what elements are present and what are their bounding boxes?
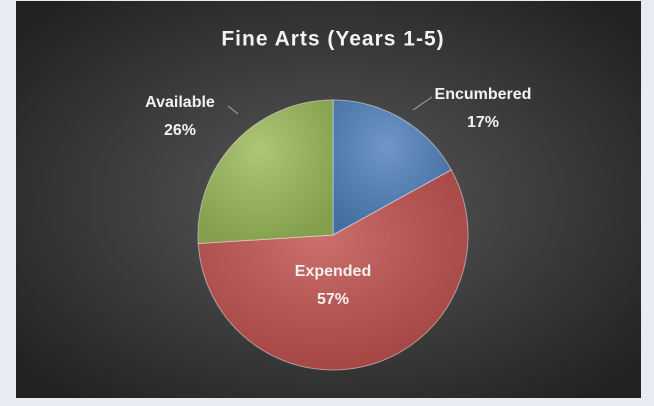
- leader-line: [227, 105, 239, 115]
- slice-value: 57%: [317, 291, 349, 308]
- chart-title: Fine Arts (Years 1-5): [221, 28, 444, 51]
- leader-line: [412, 96, 433, 111]
- slice-label: Available: [145, 94, 215, 111]
- slice-value: 26%: [164, 122, 196, 139]
- slice-value: 17%: [467, 114, 499, 131]
- slice-label: Encumbered: [435, 86, 532, 103]
- slice-label: Expended: [295, 263, 371, 280]
